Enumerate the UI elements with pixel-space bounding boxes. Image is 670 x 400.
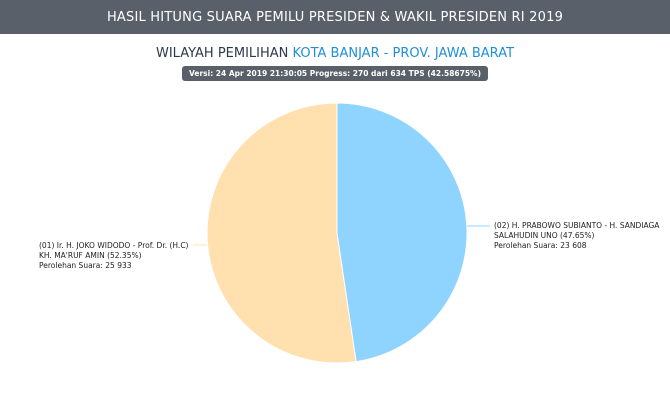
page-title: HASIL HITUNG SUARA PEMILU PRESIDEN & WAK… <box>106 9 564 25</box>
pie-slice-01-jokowi-amin[interactable] <box>206 102 357 364</box>
slice-label-01-votes: Perolehan Suara: 25 933 <box>39 261 132 270</box>
region-title: WILAYAH PEMILIHAN KOTA BANJAR - PROV. JA… <box>0 46 670 61</box>
region-prefix: WILAYAH PEMILIHAN <box>155 46 289 61</box>
slice-label-02: (02) H. PRABOWO SUBIANTO - H. SANDIAGA S… <box>494 221 659 251</box>
slice-label-02-line1: (02) H. PRABOWO SUBIANTO - H. SANDIAGA <box>494 221 660 230</box>
slice-label-02-votes: Perolehan Suara: 23 608 <box>494 241 587 250</box>
page-header-banner: HASIL HITUNG SUARA PEMILU PRESIDEN & WAK… <box>0 0 670 34</box>
region-name: KOTA BANJAR - PROV. JAWA BARAT <box>292 46 515 61</box>
pie-slice-02-prabowo-sandiaga[interactable] <box>336 102 468 363</box>
slice-label-01-line2: KH. MA'RUF AMIN (52.35%) <box>39 251 142 260</box>
slice-label-01-line1: (01) Ir. H. JOKO WIDODO - Prof. Dr. (H.C… <box>39 241 189 250</box>
slice-label-01: (01) Ir. H. JOKO WIDODO - Prof. Dr. (H.C… <box>39 241 188 271</box>
version-progress-badge: Versi: 24 Apr 2019 21:30:05 Progress: 27… <box>181 66 489 81</box>
slice-label-02-line2: SALAHUDIN UNO (47.65%) <box>494 231 595 240</box>
